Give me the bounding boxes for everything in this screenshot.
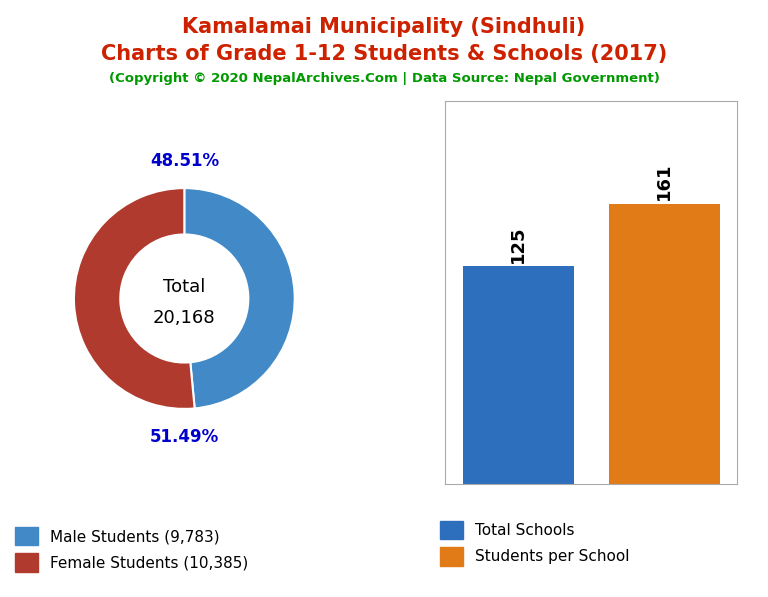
Text: 161: 161 bbox=[655, 163, 674, 201]
Wedge shape bbox=[184, 188, 295, 408]
Bar bbox=[609, 204, 720, 484]
Bar bbox=[463, 266, 574, 484]
Text: 48.51%: 48.51% bbox=[150, 152, 219, 170]
Text: Charts of Grade 1-12 Students & Schools (2017): Charts of Grade 1-12 Students & Schools … bbox=[101, 44, 667, 64]
Text: 20,168: 20,168 bbox=[153, 309, 216, 327]
Legend: Male Students (9,783), Female Students (10,385): Male Students (9,783), Female Students (… bbox=[15, 527, 248, 572]
Text: (Copyright © 2020 NepalArchives.Com | Data Source: Nepal Government): (Copyright © 2020 NepalArchives.Com | Da… bbox=[108, 72, 660, 85]
Text: 51.49%: 51.49% bbox=[150, 427, 219, 445]
Wedge shape bbox=[74, 188, 194, 409]
Legend: Total Schools, Students per School: Total Schools, Students per School bbox=[440, 521, 630, 566]
Text: Total: Total bbox=[163, 278, 206, 297]
Text: Kamalamai Municipality (Sindhuli): Kamalamai Municipality (Sindhuli) bbox=[182, 17, 586, 37]
Text: 125: 125 bbox=[509, 226, 528, 263]
